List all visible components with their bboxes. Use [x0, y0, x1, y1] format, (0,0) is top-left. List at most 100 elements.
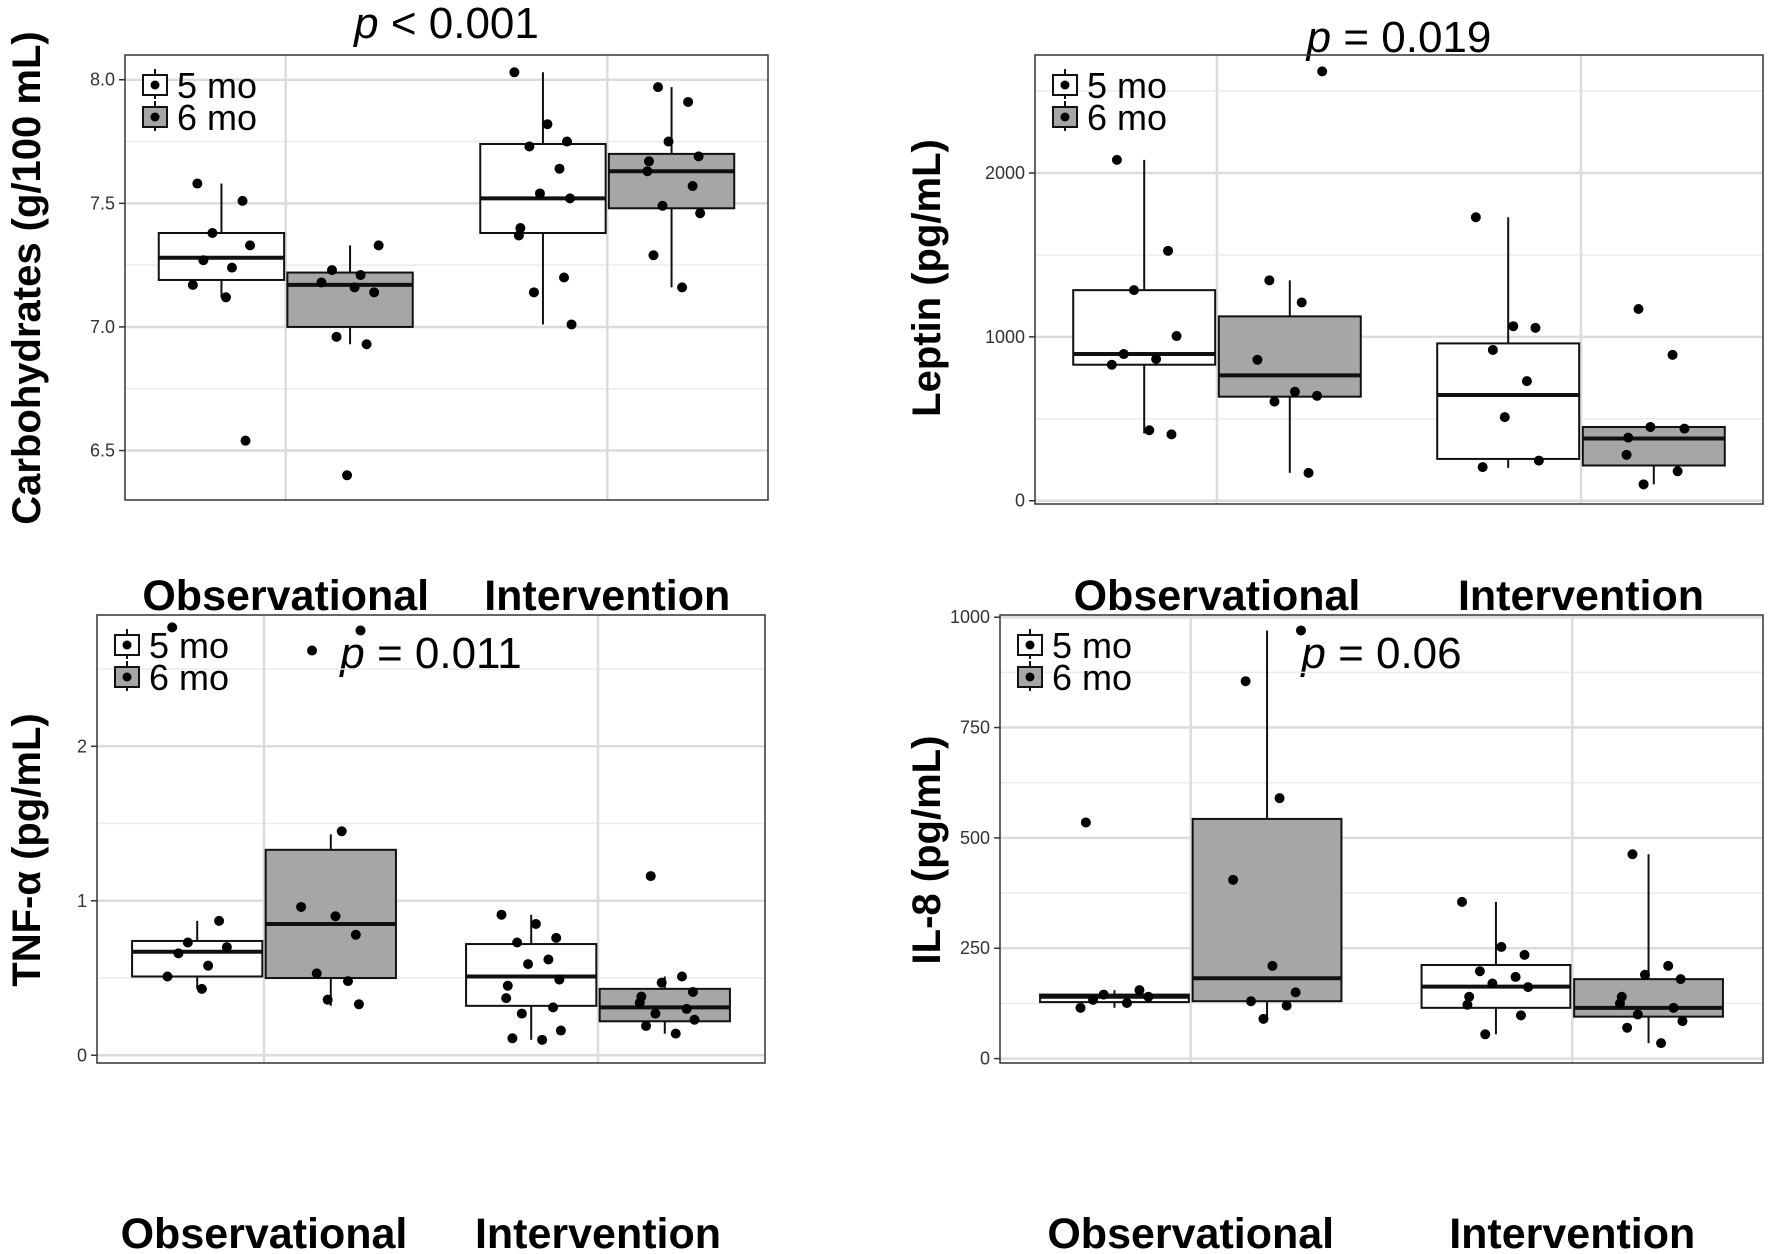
p-value: < 0.001: [379, 0, 539, 48]
data-point: [502, 980, 513, 991]
data-point: [296, 901, 307, 912]
legend-key-point: [1060, 112, 1070, 122]
panel-title: p = 0.06: [1299, 629, 1461, 678]
data-point: [1290, 987, 1301, 998]
box-observational-5mo: [1072, 154, 1217, 440]
data-point: [1645, 421, 1656, 432]
box-observational-5mo: [157, 178, 286, 446]
data-point: [650, 1008, 661, 1019]
data-point: [513, 230, 524, 241]
data-point: [530, 918, 541, 929]
data-point: [1264, 275, 1275, 286]
data-point: [554, 974, 565, 985]
data-point: [1672, 466, 1683, 477]
data-point: [1134, 985, 1145, 996]
y-axis-title: TNF-α (pg/mL): [5, 713, 49, 986]
data-point: [642, 166, 653, 177]
data-point: [1166, 429, 1177, 440]
data-point: [1088, 994, 1099, 1005]
box-iqr: [479, 143, 607, 234]
panel-1: p < 0.001 6.5 7.0 7.5 8.0 5 mo6 mo Carbohydrat…: [5, 0, 769, 620]
data-point: [1639, 969, 1650, 980]
x-category-label: Observational: [1047, 1210, 1334, 1254]
data-point: [1477, 462, 1488, 473]
y-tick-label: 2: [77, 736, 87, 756]
data-point: [1151, 353, 1162, 364]
data-point: [361, 339, 372, 350]
data-point: [1080, 817, 1091, 828]
data-point: [656, 977, 667, 988]
data-point: [1508, 321, 1519, 332]
data-point: [551, 932, 562, 943]
data-point: [1269, 396, 1280, 407]
box-observational-6mo: [264, 625, 397, 1010]
data-point: [512, 937, 523, 948]
box-observational-5mo: [131, 622, 264, 994]
data-point: [1296, 297, 1307, 308]
data-point: [681, 1003, 692, 1014]
data-point: [653, 82, 664, 93]
data-point: [1487, 978, 1498, 989]
box-intervention-5mo: [1436, 212, 1581, 473]
data-point: [162, 971, 173, 982]
data-point: [1317, 66, 1328, 77]
data-point: [1106, 359, 1117, 370]
data-point: [1144, 425, 1155, 436]
data-point: [645, 871, 656, 882]
box-intervention-5mo: [465, 909, 598, 1045]
legend-label: 6 mo: [177, 97, 257, 138]
data-point: [245, 240, 256, 251]
data-point: [1496, 941, 1507, 952]
data-point: [1245, 996, 1256, 1007]
data-point: [1075, 1002, 1086, 1013]
legend-label: 6 mo: [1052, 657, 1132, 698]
y-tick-label: 750: [960, 718, 990, 738]
data-point: [331, 331, 342, 342]
data-point: [1633, 303, 1644, 314]
data-point: [1623, 432, 1634, 443]
data-point: [1510, 971, 1521, 982]
data-point: [1530, 322, 1541, 333]
box-observational-6mo: [1217, 66, 1362, 478]
legend: 5 mo6 mo: [1052, 65, 1167, 138]
x-category-label: Intervention: [475, 1210, 721, 1254]
panel-border: [124, 54, 769, 501]
data-point: [554, 163, 565, 174]
data-point: [523, 959, 534, 970]
data-point: [1622, 1022, 1633, 1033]
data-point: [496, 909, 507, 920]
data-point: [641, 1020, 652, 1031]
data-point: [1675, 974, 1686, 985]
data-point: [507, 1033, 518, 1044]
data-point: [1289, 386, 1300, 397]
data-point: [1281, 1000, 1292, 1011]
y-axis-title: Leptin (pg/mL): [905, 139, 949, 417]
data-point: [350, 929, 361, 940]
data-point: [1303, 467, 1314, 478]
data-point: [693, 151, 704, 162]
data-point: [167, 622, 178, 633]
data-point: [214, 915, 225, 926]
data-point: [198, 255, 209, 266]
data-point: [1487, 344, 1498, 355]
data-point: [542, 119, 553, 130]
data-point: [1470, 212, 1481, 223]
p-symbol: p: [338, 629, 364, 678]
p-symbol: p: [1305, 13, 1331, 62]
data-point: [1627, 849, 1638, 860]
y-tick-label: 7.5: [90, 193, 115, 213]
p-symbol: p: [1299, 629, 1325, 678]
data-point: [1295, 625, 1306, 636]
data-point: [689, 1014, 700, 1025]
box-iqr: [1217, 315, 1362, 398]
box-iqr: [607, 152, 736, 210]
data-point: [548, 1002, 559, 1013]
data-point: [676, 971, 687, 982]
data-point: [1171, 331, 1182, 342]
p-value: = 0.011: [365, 629, 522, 678]
y-tick-label: 1: [77, 891, 87, 911]
data-point: [1677, 1016, 1688, 1027]
p-value: = 0.019: [1331, 13, 1491, 62]
legend-key-point: [122, 640, 132, 650]
